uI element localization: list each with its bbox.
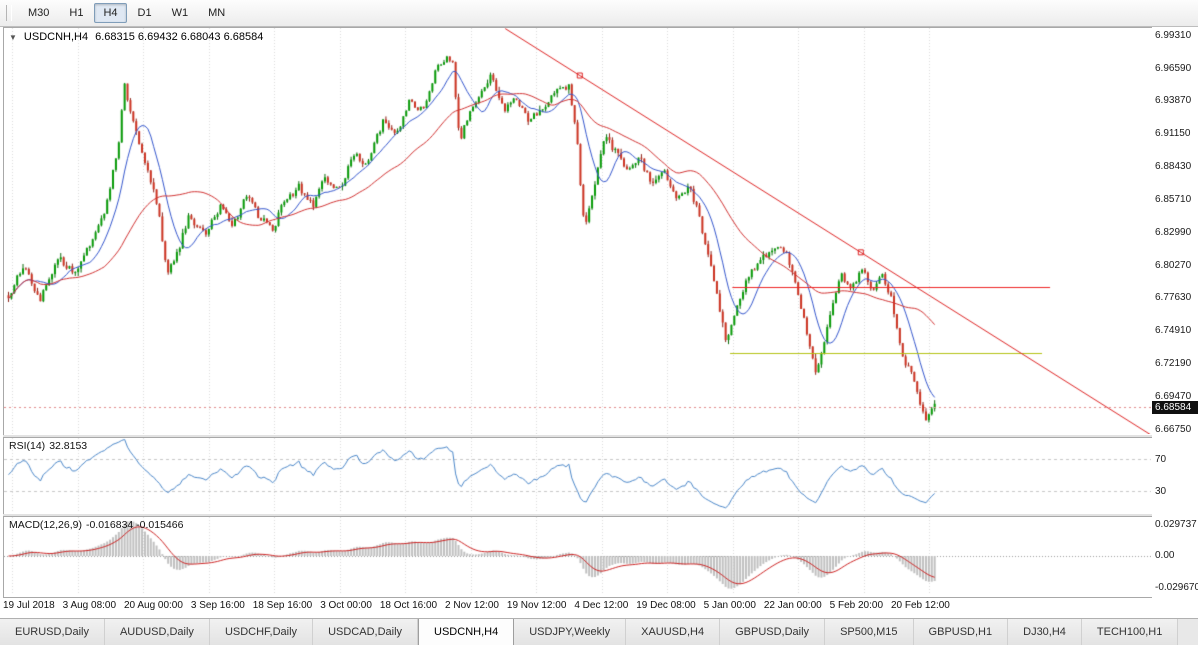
chart-tab-sp500-m15[interactable]: SP500,M15 [825,619,914,645]
timeframe-button-h1[interactable]: H1 [69,7,84,19]
time-axis-label: 5 Feb 20:00 [829,600,883,611]
time-axis-label: 19 Nov 12:00 [506,600,567,611]
timeframe-button-m30[interactable]: M30 [28,7,50,19]
macd-panel-splitter[interactable] [3,514,1152,516]
time-axis-label: 3 Aug 08:00 [62,600,117,611]
price-chart-panel: ▼ USDCNH,H4 6.68315 6.69432 6.68043 6.68… [3,27,1154,437]
macd-label: MACD(12,26,9) -0.016834 -0.015466 [9,519,187,531]
price-chart-canvas[interactable] [4,28,1151,434]
toolbar-drag-handle[interactable] [6,5,12,21]
chart-tab-gbpusd-daily[interactable]: GBPUSD,Daily [720,619,826,645]
chart-tab-xauusd-h4[interactable]: XAUUSD,H4 [626,619,721,645]
chart-tab-dj30-h4[interactable]: DJ30,H4 [1008,619,1082,645]
time-axis-label: 5 Jan 00:00 [703,600,756,611]
rsi-label: RSI(14) 32.8153 [9,440,91,452]
rsi-level-label: 30 [1155,485,1167,497]
price-axis-label: 6.85710 [1155,194,1192,206]
rsi-panel-splitter[interactable] [3,435,1152,437]
chart-symbol-label: USDCNH,H4 [23,31,89,43]
timeframe-bar: M30 H1 H4 D1 W1 MN [18,3,235,23]
price-axis-label: 6.93870 [1155,95,1192,107]
time-axis-label: 20 Aug 00:00 [123,600,183,611]
time-axis-label: 3 Oct 00:00 [320,600,372,611]
time-axis-label: 18 Sep 16:00 [252,600,313,611]
price-axis-label: 6.74910 [1155,325,1192,337]
price-axis[interactable]: 6.99310 6.96590 6.93870 6.91150 6.88430 6.857… [1152,27,1198,618]
chart-ohlc-values: 6.68315 6.69432 6.68043 6.68584 [95,31,264,43]
price-axis-label: 6.72190 [1155,358,1192,370]
price-axis-label: 6.69470 [1155,391,1192,403]
chart-tab-eurusd-daily[interactable]: EURUSD,Daily [0,619,105,645]
time-axis-label: 18 Oct 16:00 [379,600,438,611]
chart-tab-usdcnh-h4[interactable]: USDCNH,H4 [418,619,515,645]
macd-panel: MACD(12,26,9) -0.016834 -0.015466 [3,516,1154,598]
price-axis-label: 6.77630 [1155,292,1192,304]
time-axis-label: 22 Jan 00:00 [763,600,822,611]
price-axis-label: 6.66750 [1155,424,1192,436]
time-axis-label: 20 Feb 12:00 [890,600,950,611]
timeframe-button-mn[interactable]: MN [208,7,226,19]
chart-tab-usdcad-daily[interactable]: USDCAD,Daily [313,619,419,645]
chart-title: ▼ USDCNH,H4 6.68315 6.69432 6.68043 6.68… [9,31,263,43]
time-axis-label: 2 Nov 12:00 [445,600,499,611]
rsi-canvas[interactable] [4,438,1151,513]
price-axis-label: 6.91150 [1155,128,1191,140]
macd-axis-label: -0.029670 [1155,582,1198,593]
chart-tab-tech100-h1[interactable]: TECH100,H1 [1081,619,1179,645]
rsi-name: RSI(14) [9,440,46,452]
chart-tab-audusd-daily[interactable]: AUDUSD,Daily [104,619,210,645]
price-axis-label: 6.99310 [1155,29,1192,41]
time-axis-label: 3 Sep 16:00 [190,600,245,611]
chart-tab-gbpusd-h1[interactable]: GBPUSD,H1 [913,619,1009,645]
time-axis-label: 19 Jul 2018 [3,600,55,611]
time-axis-label: 19 Dec 08:00 [636,600,696,611]
macd-name: MACD(12,26,9) [9,519,82,531]
timeframe-button-d1[interactable]: D1 [137,7,152,19]
timeframe-button-h4[interactable]: H4 [94,3,127,23]
macd-axis-label: 0.029737 [1155,519,1197,530]
time-axis-label: 4 Dec 12:00 [574,600,629,611]
timeframe-toolbar: M30 H1 H4 D1 W1 MN [0,0,1198,27]
chart-menu-arrow-icon[interactable]: ▼ [9,32,17,42]
time-axis[interactable]: 19 Jul 2018 3 Aug 08:00 20 Aug 00:00 3 Sep … [3,600,950,614]
current-price-badge: 6.68584 [1152,400,1198,414]
rsi-level-label: 70 [1155,453,1167,465]
chart-tab-bar: EURUSD,Daily AUDUSD,Daily USDCHF,Daily USDC… [0,618,1198,645]
macd-canvas[interactable] [4,517,1151,595]
price-axis-label: 6.96590 [1155,62,1192,74]
chart-tab-usdjpy-weekly[interactable]: USDJPY,Weekly [514,619,627,645]
rsi-panel: RSI(14) 32.8153 [3,437,1154,516]
macd-axis-label: 0.00 [1155,550,1175,561]
price-axis-label: 6.88430 [1155,161,1192,173]
price-axis-label: 6.80270 [1155,260,1192,272]
rsi-value: 32.8153 [49,440,88,452]
price-axis-label: 6.82990 [1155,227,1192,239]
timeframe-button-w1[interactable]: W1 [171,7,189,19]
macd-values: -0.016834 -0.015466 [85,519,184,531]
chart-tab-usdchf-daily[interactable]: USDCHF,Daily [209,619,314,645]
